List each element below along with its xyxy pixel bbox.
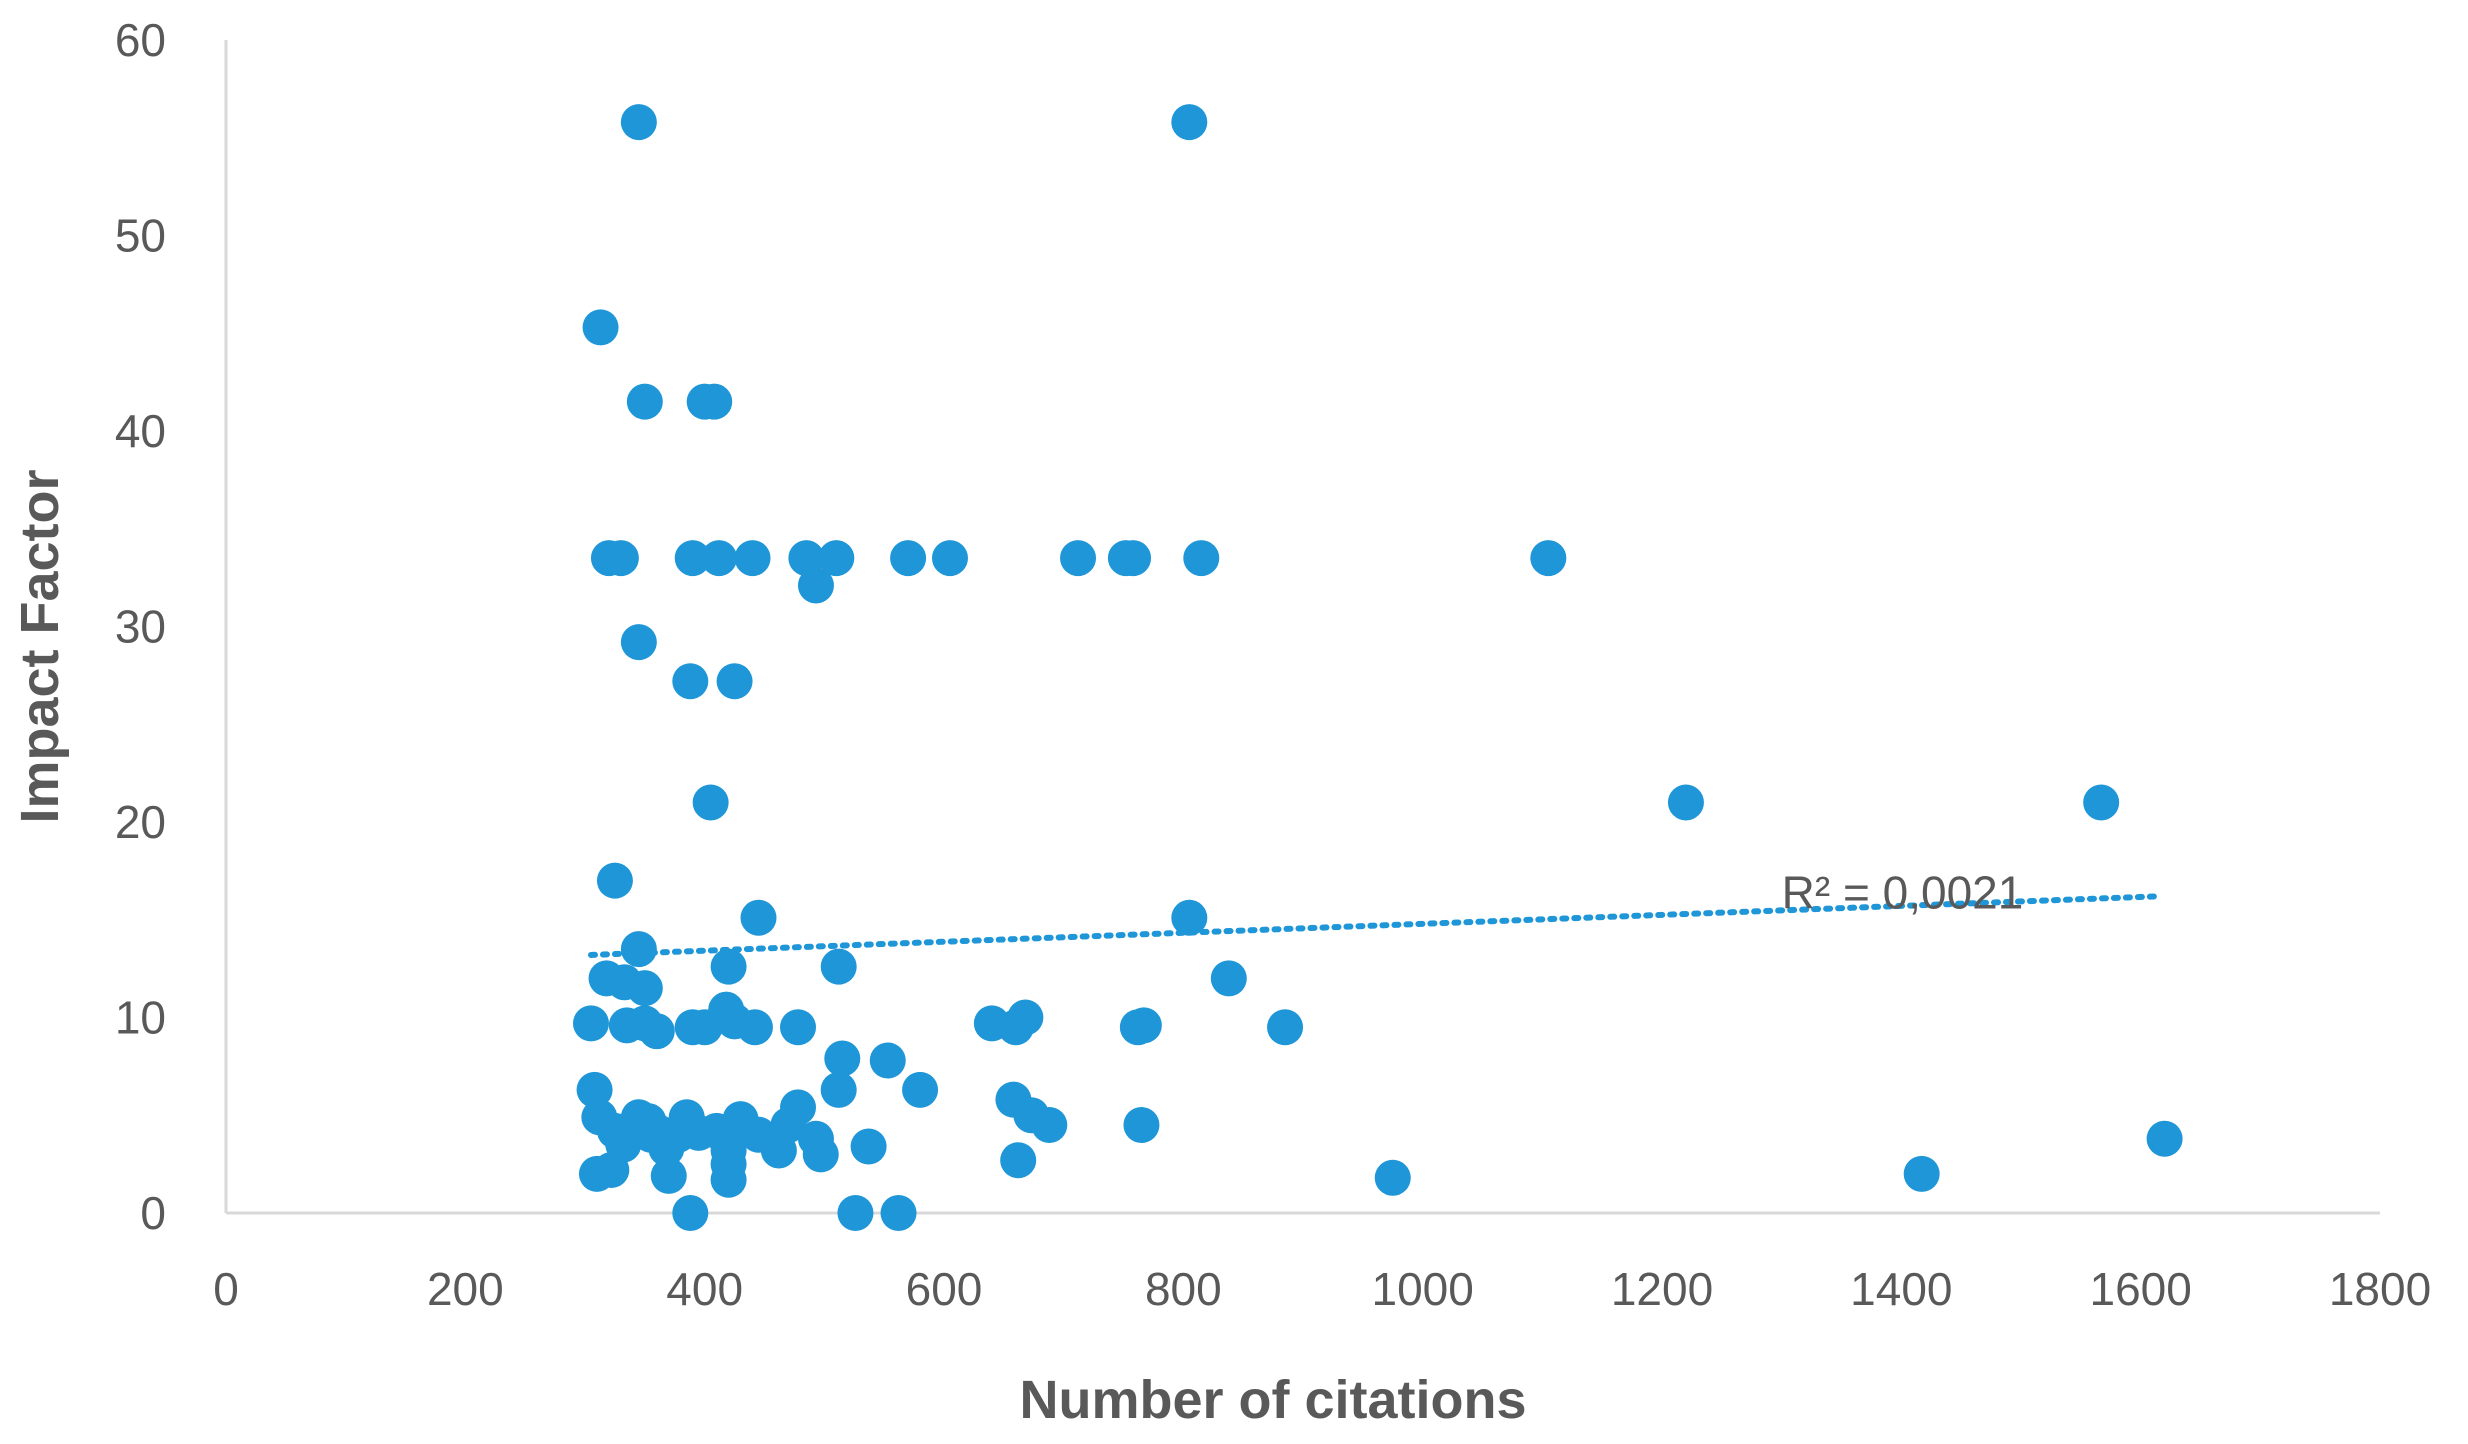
chart-axes xyxy=(224,40,2380,1215)
data-point xyxy=(850,1128,887,1165)
x-tick-labels: 0 200 400 600 800 1000 1200 1400 1600 1800 xyxy=(213,1263,2431,1315)
data-point xyxy=(880,1195,917,1231)
x-tick-label: 0 xyxy=(213,1263,239,1315)
data-point xyxy=(1123,1107,1160,1144)
data-point xyxy=(686,1009,723,1046)
data-point xyxy=(674,540,711,577)
data-points xyxy=(572,104,2183,1231)
trendline xyxy=(587,893,2162,958)
data-point xyxy=(1183,540,1220,577)
data-point xyxy=(572,1005,609,1042)
data-point xyxy=(760,1132,797,1169)
data-point xyxy=(710,1161,747,1198)
data-point xyxy=(931,540,968,577)
data-point xyxy=(818,540,855,577)
data-point xyxy=(596,862,633,899)
data-point xyxy=(582,309,619,346)
x-tick-label: 200 xyxy=(427,1263,504,1315)
x-tick-label: 600 xyxy=(906,1263,983,1315)
y-tick-label: 60 xyxy=(115,14,166,66)
data-point xyxy=(1210,960,1247,997)
data-point xyxy=(736,1009,773,1046)
data-point xyxy=(620,104,657,141)
data-point xyxy=(701,540,738,577)
data-point xyxy=(1667,784,1704,821)
data-point xyxy=(593,1151,630,1188)
data-point xyxy=(1903,1155,1940,1192)
y-tick-labels: 0 10 20 30 40 50 60 xyxy=(115,14,166,1239)
data-point xyxy=(576,1071,613,1108)
x-tick-label: 1000 xyxy=(1371,1263,1473,1315)
data-point xyxy=(2146,1120,2183,1157)
data-point xyxy=(620,624,657,661)
data-point xyxy=(997,1009,1034,1046)
data-point xyxy=(869,1042,906,1079)
x-tick-label: 1200 xyxy=(1611,1263,1713,1315)
data-point xyxy=(692,784,729,821)
data-point xyxy=(1125,1007,1162,1044)
data-point xyxy=(1267,1009,1304,1046)
y-tick-label: 0 xyxy=(140,1187,166,1239)
data-point xyxy=(672,1195,709,1231)
data-point xyxy=(626,383,663,420)
y-tick-label: 50 xyxy=(115,210,166,262)
data-point xyxy=(820,1071,857,1108)
data-point xyxy=(648,1130,685,1167)
data-point xyxy=(902,1071,939,1108)
data-point xyxy=(638,1013,675,1050)
x-tick-label: 400 xyxy=(666,1263,743,1315)
x-axis-title: Number of citations xyxy=(1019,1370,1526,1430)
data-point xyxy=(1530,540,1567,577)
data-point xyxy=(740,899,777,936)
data-point xyxy=(650,1157,687,1194)
data-point xyxy=(1031,1107,1068,1144)
x-tick-label: 1600 xyxy=(2089,1263,2191,1315)
x-tick-label: 1800 xyxy=(2329,1263,2431,1315)
data-point xyxy=(788,540,825,577)
y-tick-label: 30 xyxy=(115,601,166,653)
data-point xyxy=(1115,540,1152,577)
data-point xyxy=(710,948,747,985)
x-tick-label: 1400 xyxy=(1850,1263,1952,1315)
data-point xyxy=(716,663,753,700)
data-point xyxy=(1000,1142,1037,1179)
data-point xyxy=(2083,784,2120,821)
data-point xyxy=(734,540,771,577)
x-tick-label: 800 xyxy=(1145,1263,1222,1315)
data-point xyxy=(1171,104,1208,141)
data-point xyxy=(620,931,657,968)
data-point xyxy=(602,540,639,577)
y-tick-label: 20 xyxy=(115,796,166,848)
data-point xyxy=(696,383,733,420)
data-point xyxy=(890,540,927,577)
data-point xyxy=(1171,899,1208,936)
y-axis-title: Impact Factor xyxy=(10,469,70,823)
y-tick-label: 10 xyxy=(115,992,166,1044)
data-point xyxy=(626,970,663,1007)
y-tick-label: 40 xyxy=(115,405,166,457)
data-point xyxy=(1060,540,1097,577)
data-point xyxy=(820,948,857,985)
data-point xyxy=(1374,1159,1411,1196)
data-point xyxy=(837,1195,874,1231)
data-point xyxy=(802,1136,839,1173)
r-squared-label: R² = 0,0021 xyxy=(1782,866,2024,918)
data-point xyxy=(780,1009,817,1046)
data-point xyxy=(672,663,709,700)
data-point xyxy=(824,1040,861,1077)
data-point xyxy=(797,567,834,604)
